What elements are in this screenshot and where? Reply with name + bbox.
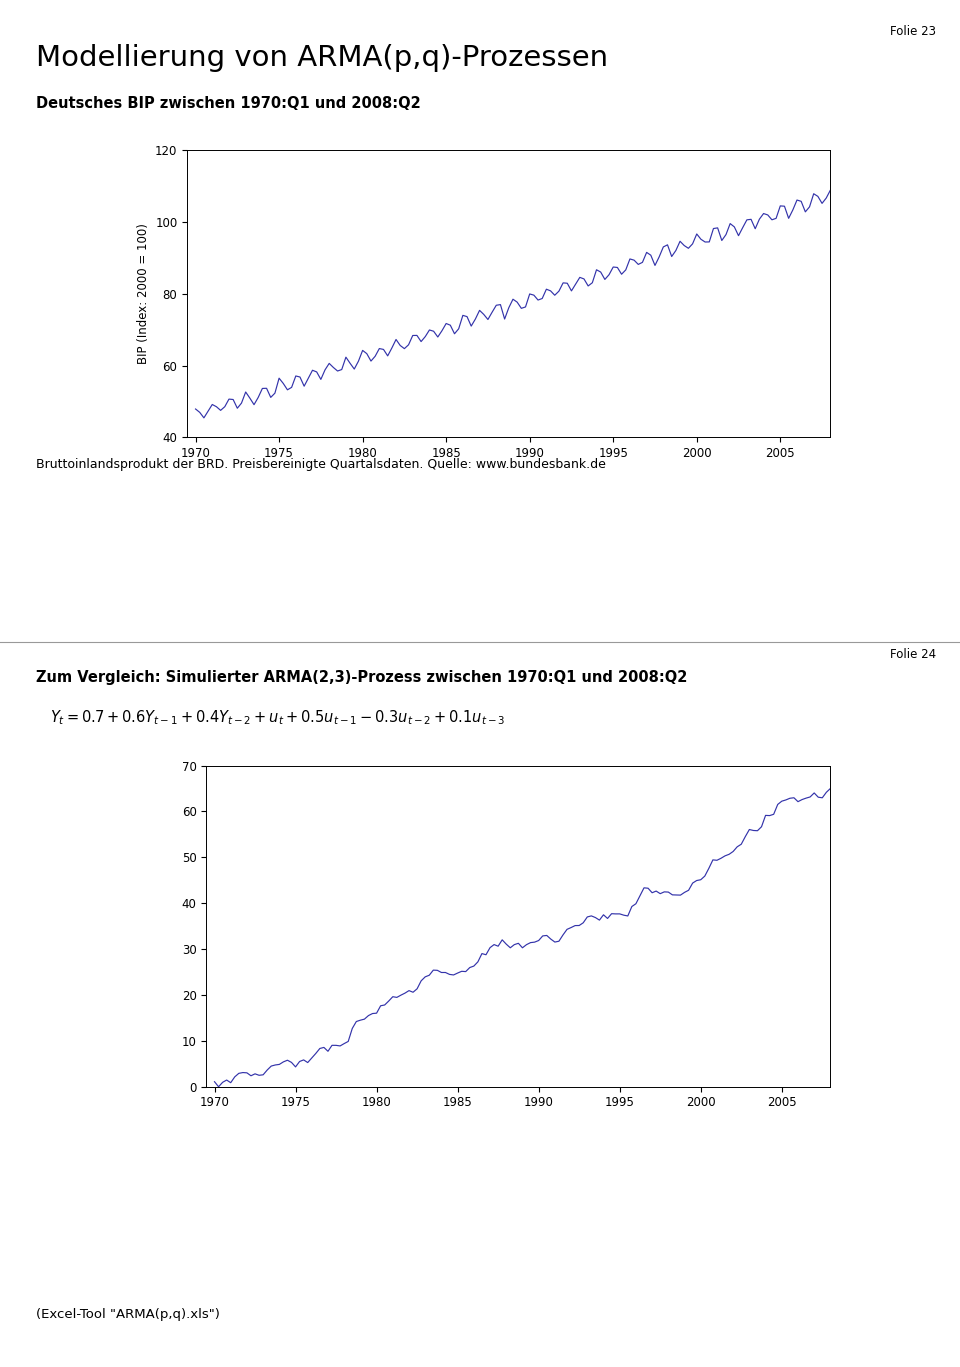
Text: Folie 23: Folie 23: [890, 25, 936, 38]
Text: Modellierung von ARMA(p,q)-Prozessen: Modellierung von ARMA(p,q)-Prozessen: [36, 44, 609, 71]
Text: $Y_t = 0.7 + 0.6Y_{t-1} + 0.4Y_{t-2} + u_t + 0.5u_{t-1} - 0.3u_{t-2} + 0.1u_{t-3: $Y_t = 0.7 + 0.6Y_{t-1} + 0.4Y_{t-2} + u…: [50, 708, 505, 727]
Text: Bruttoinlandsprodukt der BRD. Preisbereinigte Quartalsdaten. Quelle: www.bundesb: Bruttoinlandsprodukt der BRD. Preisberei…: [36, 458, 607, 472]
Y-axis label: BIP (Index: 2000 = 100): BIP (Index: 2000 = 100): [136, 223, 150, 365]
Text: Folie 24: Folie 24: [890, 648, 936, 662]
Text: (Excel-Tool "ARMA(p,q).xls"): (Excel-Tool "ARMA(p,q).xls"): [36, 1308, 221, 1322]
Text: Zum Vergleich: Simulierter ARMA(2,3)-Prozess zwischen 1970:Q1 und 2008:Q2: Zum Vergleich: Simulierter ARMA(2,3)-Pro…: [36, 670, 688, 685]
Text: Deutsches BIP zwischen 1970:Q1 und 2008:Q2: Deutsches BIP zwischen 1970:Q1 und 2008:…: [36, 96, 421, 111]
